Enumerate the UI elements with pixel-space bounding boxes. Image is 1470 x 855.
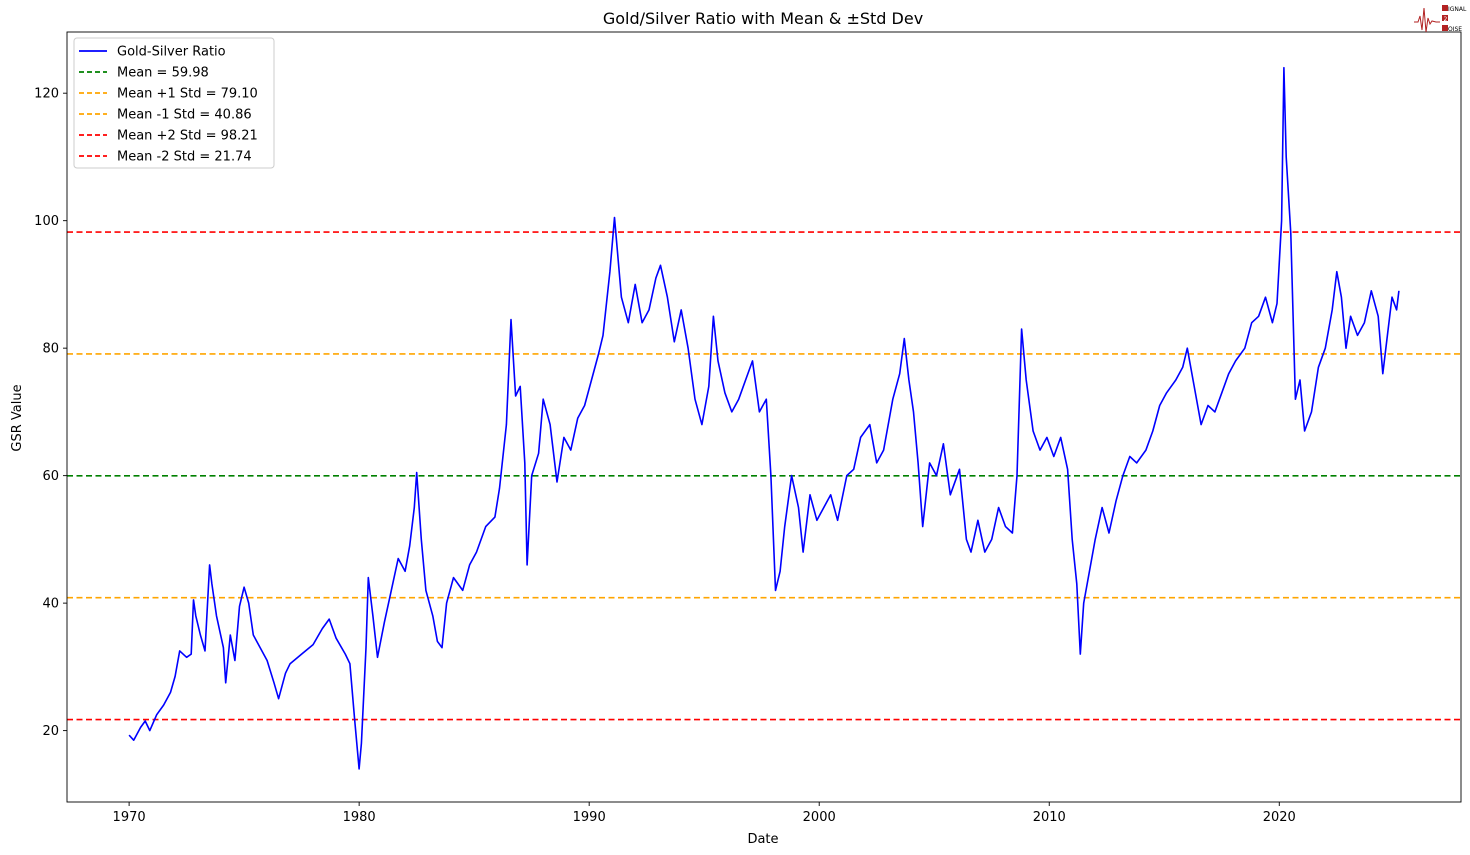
- legend-label: Gold-Silver Ratio: [117, 45, 226, 60]
- signal-wave-icon: [1414, 7, 1440, 33]
- y-tick-label: 60: [42, 469, 59, 484]
- y-axis-ticks: 20 40 60 80 100 120: [34, 87, 67, 739]
- logo-text-2: 2: [1444, 16, 1448, 23]
- brand-logo: IGNAL 2 OISE: [1414, 4, 1468, 34]
- legend-label: Mean -2 Std = 21.74: [117, 150, 252, 165]
- y-tick-label: 40: [42, 597, 59, 612]
- x-tick-label: 2010: [1033, 810, 1066, 825]
- logo-text-3: OISE: [1448, 26, 1462, 33]
- series-line-0: [128, 66, 1400, 770]
- legend-box: [73, 37, 275, 169]
- x-axis-ticks: 1970 1980 1990 2000 2010 2020: [113, 802, 1296, 825]
- x-tick-label: 1980: [343, 810, 376, 825]
- x-axis-label: Date: [747, 832, 778, 847]
- legend: Gold-Silver Ratio Mean = 59.98 Mean +1 Std…: [73, 37, 275, 169]
- x-tick-label: 1990: [573, 810, 606, 825]
- reference-lines: [67, 231, 1461, 721]
- series-layer: [128, 66, 1400, 770]
- axes-frame: [66, 31, 1462, 803]
- legend-label: Mean +2 Std = 98.21: [117, 129, 258, 144]
- y-tick-label: 80: [42, 342, 59, 357]
- axes: [66, 31, 1462, 803]
- x-tick-label: 2020: [1263, 810, 1296, 825]
- y-tick-label: 120: [34, 87, 59, 102]
- y-axis-label: GSR Value: [10, 384, 25, 451]
- x-tick-label: 1970: [113, 810, 146, 825]
- y-tick-label: 100: [34, 214, 59, 229]
- x-tick-label: 2000: [803, 810, 836, 825]
- chart-title: Gold/Silver Ratio with Mean & ±Std Dev: [603, 9, 923, 28]
- y-tick-label: 20: [42, 724, 59, 739]
- logo-text-1: IGNAL: [1448, 6, 1467, 13]
- legend-label: Mean +1 Std = 79.10: [117, 87, 258, 102]
- legend-label: Mean -1 Std = 40.86: [117, 108, 252, 123]
- legend-label: Mean = 59.98: [117, 66, 209, 81]
